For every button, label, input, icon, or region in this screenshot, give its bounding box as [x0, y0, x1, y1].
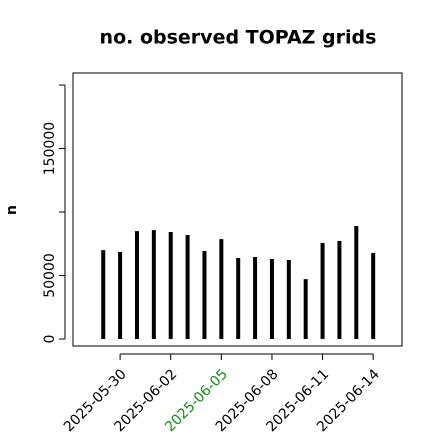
y-axis-label: n [4, 205, 20, 215]
plot-box [72, 72, 403, 347]
y-tick-label: 150000 [42, 122, 58, 175]
y-tick-label: 0 [42, 335, 58, 344]
y-tick-label: 50000 [42, 253, 58, 298]
chart-title: no. observed TOPAZ grids [100, 27, 377, 49]
